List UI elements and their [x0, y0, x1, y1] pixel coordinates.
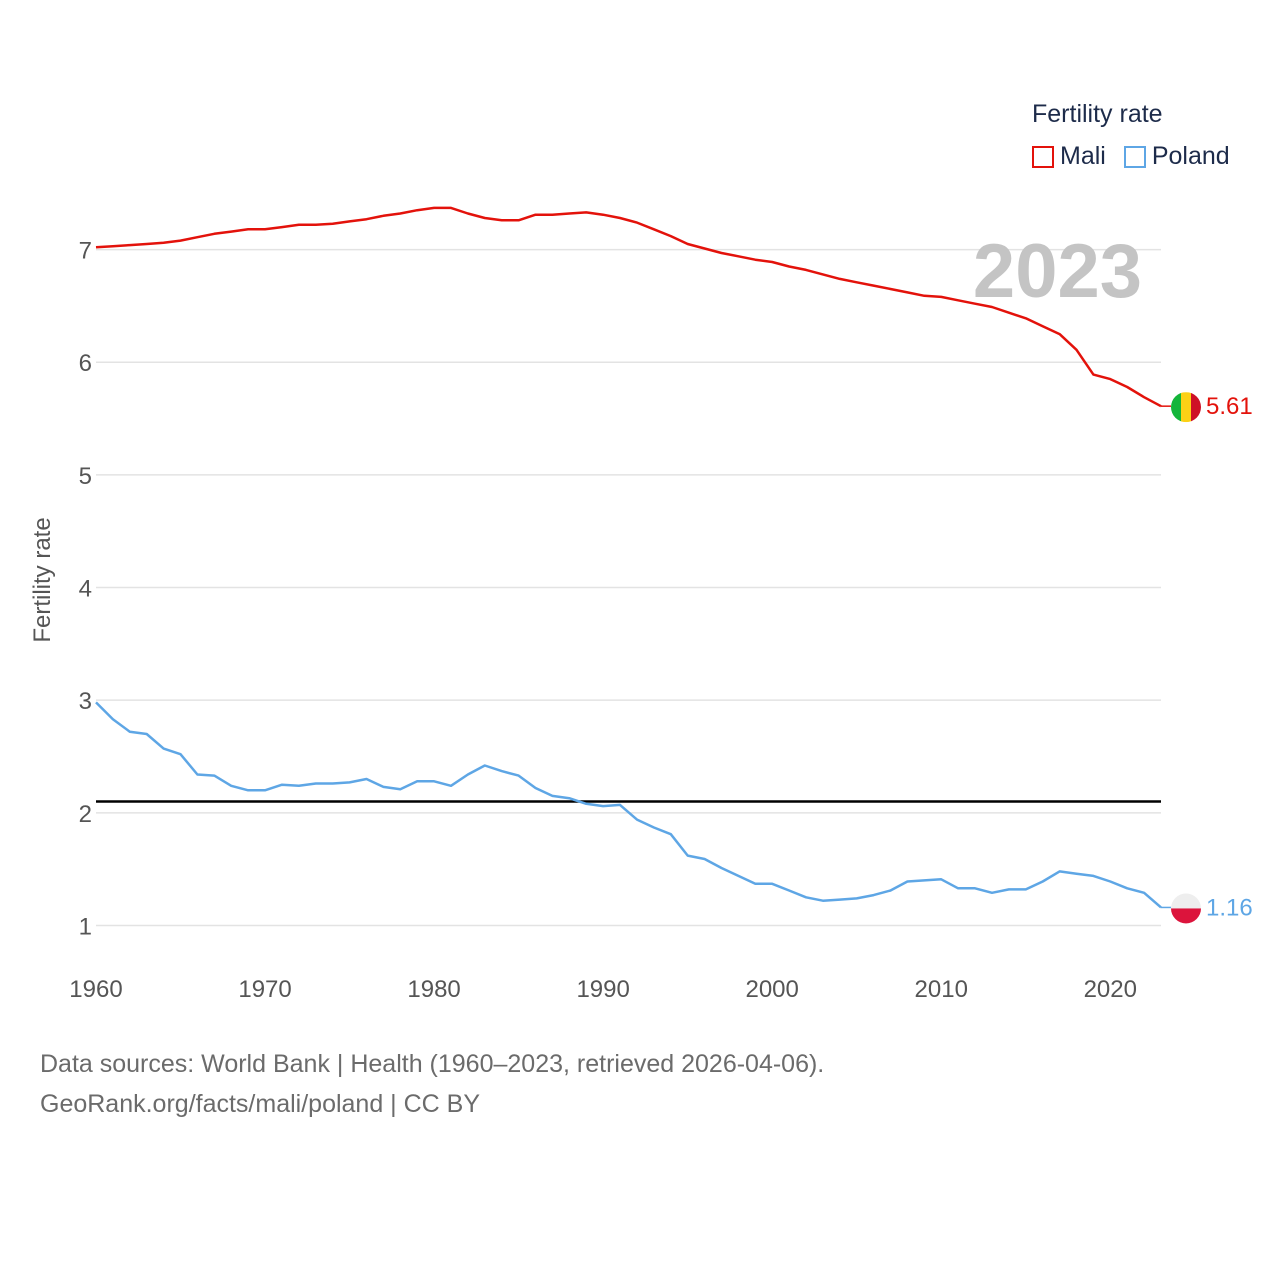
- y-axis-label: Fertility rate: [29, 517, 56, 642]
- y-tick-5: 5: [79, 463, 92, 490]
- x-tick-1960: 1960: [69, 976, 122, 1003]
- flag-icon-poland: [1171, 893, 1201, 924]
- end-value-label-poland: 1.16: [1206, 894, 1253, 921]
- y-tick-2: 2: [79, 801, 92, 828]
- legend-swatch-poland: [1123, 145, 1146, 168]
- legend-item-poland[interactable]: Poland: [1123, 142, 1230, 171]
- attribution[interactable]: GeoRank.org/facts/mali/poland | CC BY: [40, 1090, 481, 1118]
- series-line-poland: [95, 701, 1162, 909]
- current-year-label: 2023: [972, 229, 1142, 314]
- legend-swatch-mali: [1032, 145, 1054, 168]
- series-lines: [95, 206, 1162, 909]
- end-value-label-mali: 5.61: [1206, 393, 1253, 420]
- legend-item-mali[interactable]: Mali: [1032, 142, 1106, 171]
- y-axis-ticks: 1 2 3 4 5 6 7: [79, 238, 92, 941]
- gridlines: [96, 248, 1161, 927]
- x-tick-2000: 2000: [745, 976, 798, 1003]
- y-tick-1: 1: [79, 913, 92, 940]
- y-tick-3: 3: [79, 688, 92, 715]
- x-tick-2010: 2010: [915, 976, 968, 1003]
- legend-label-mali: Mali: [1060, 142, 1106, 170]
- legend-title: Fertility rate: [1032, 100, 1163, 128]
- x-axis-ticks: 1960 1970 1980 1990 2000 2010 2020: [69, 976, 1137, 1003]
- legend: Mali Poland: [1032, 142, 1248, 171]
- legend-label-poland: Poland: [1151, 142, 1230, 170]
- x-tick-1970: 1970: [238, 976, 291, 1003]
- series-line-mali: [95, 206, 1162, 408]
- flag-icon-mali: [1171, 392, 1201, 423]
- x-tick-2020: 2020: [1084, 976, 1137, 1003]
- series-end-markers: 5.61 1.16: [1161, 392, 1253, 924]
- data-sources: Data sources: World Bank | Health (1960–…: [40, 1050, 825, 1078]
- y-tick-4: 4: [79, 576, 92, 603]
- y-tick-6: 6: [79, 350, 92, 377]
- x-tick-1990: 1990: [576, 976, 629, 1003]
- x-tick-1980: 1980: [407, 976, 460, 1003]
- footer: Data sources: World Bank | Health (1960–…: [40, 1044, 824, 1124]
- y-tick-7: 7: [79, 238, 92, 265]
